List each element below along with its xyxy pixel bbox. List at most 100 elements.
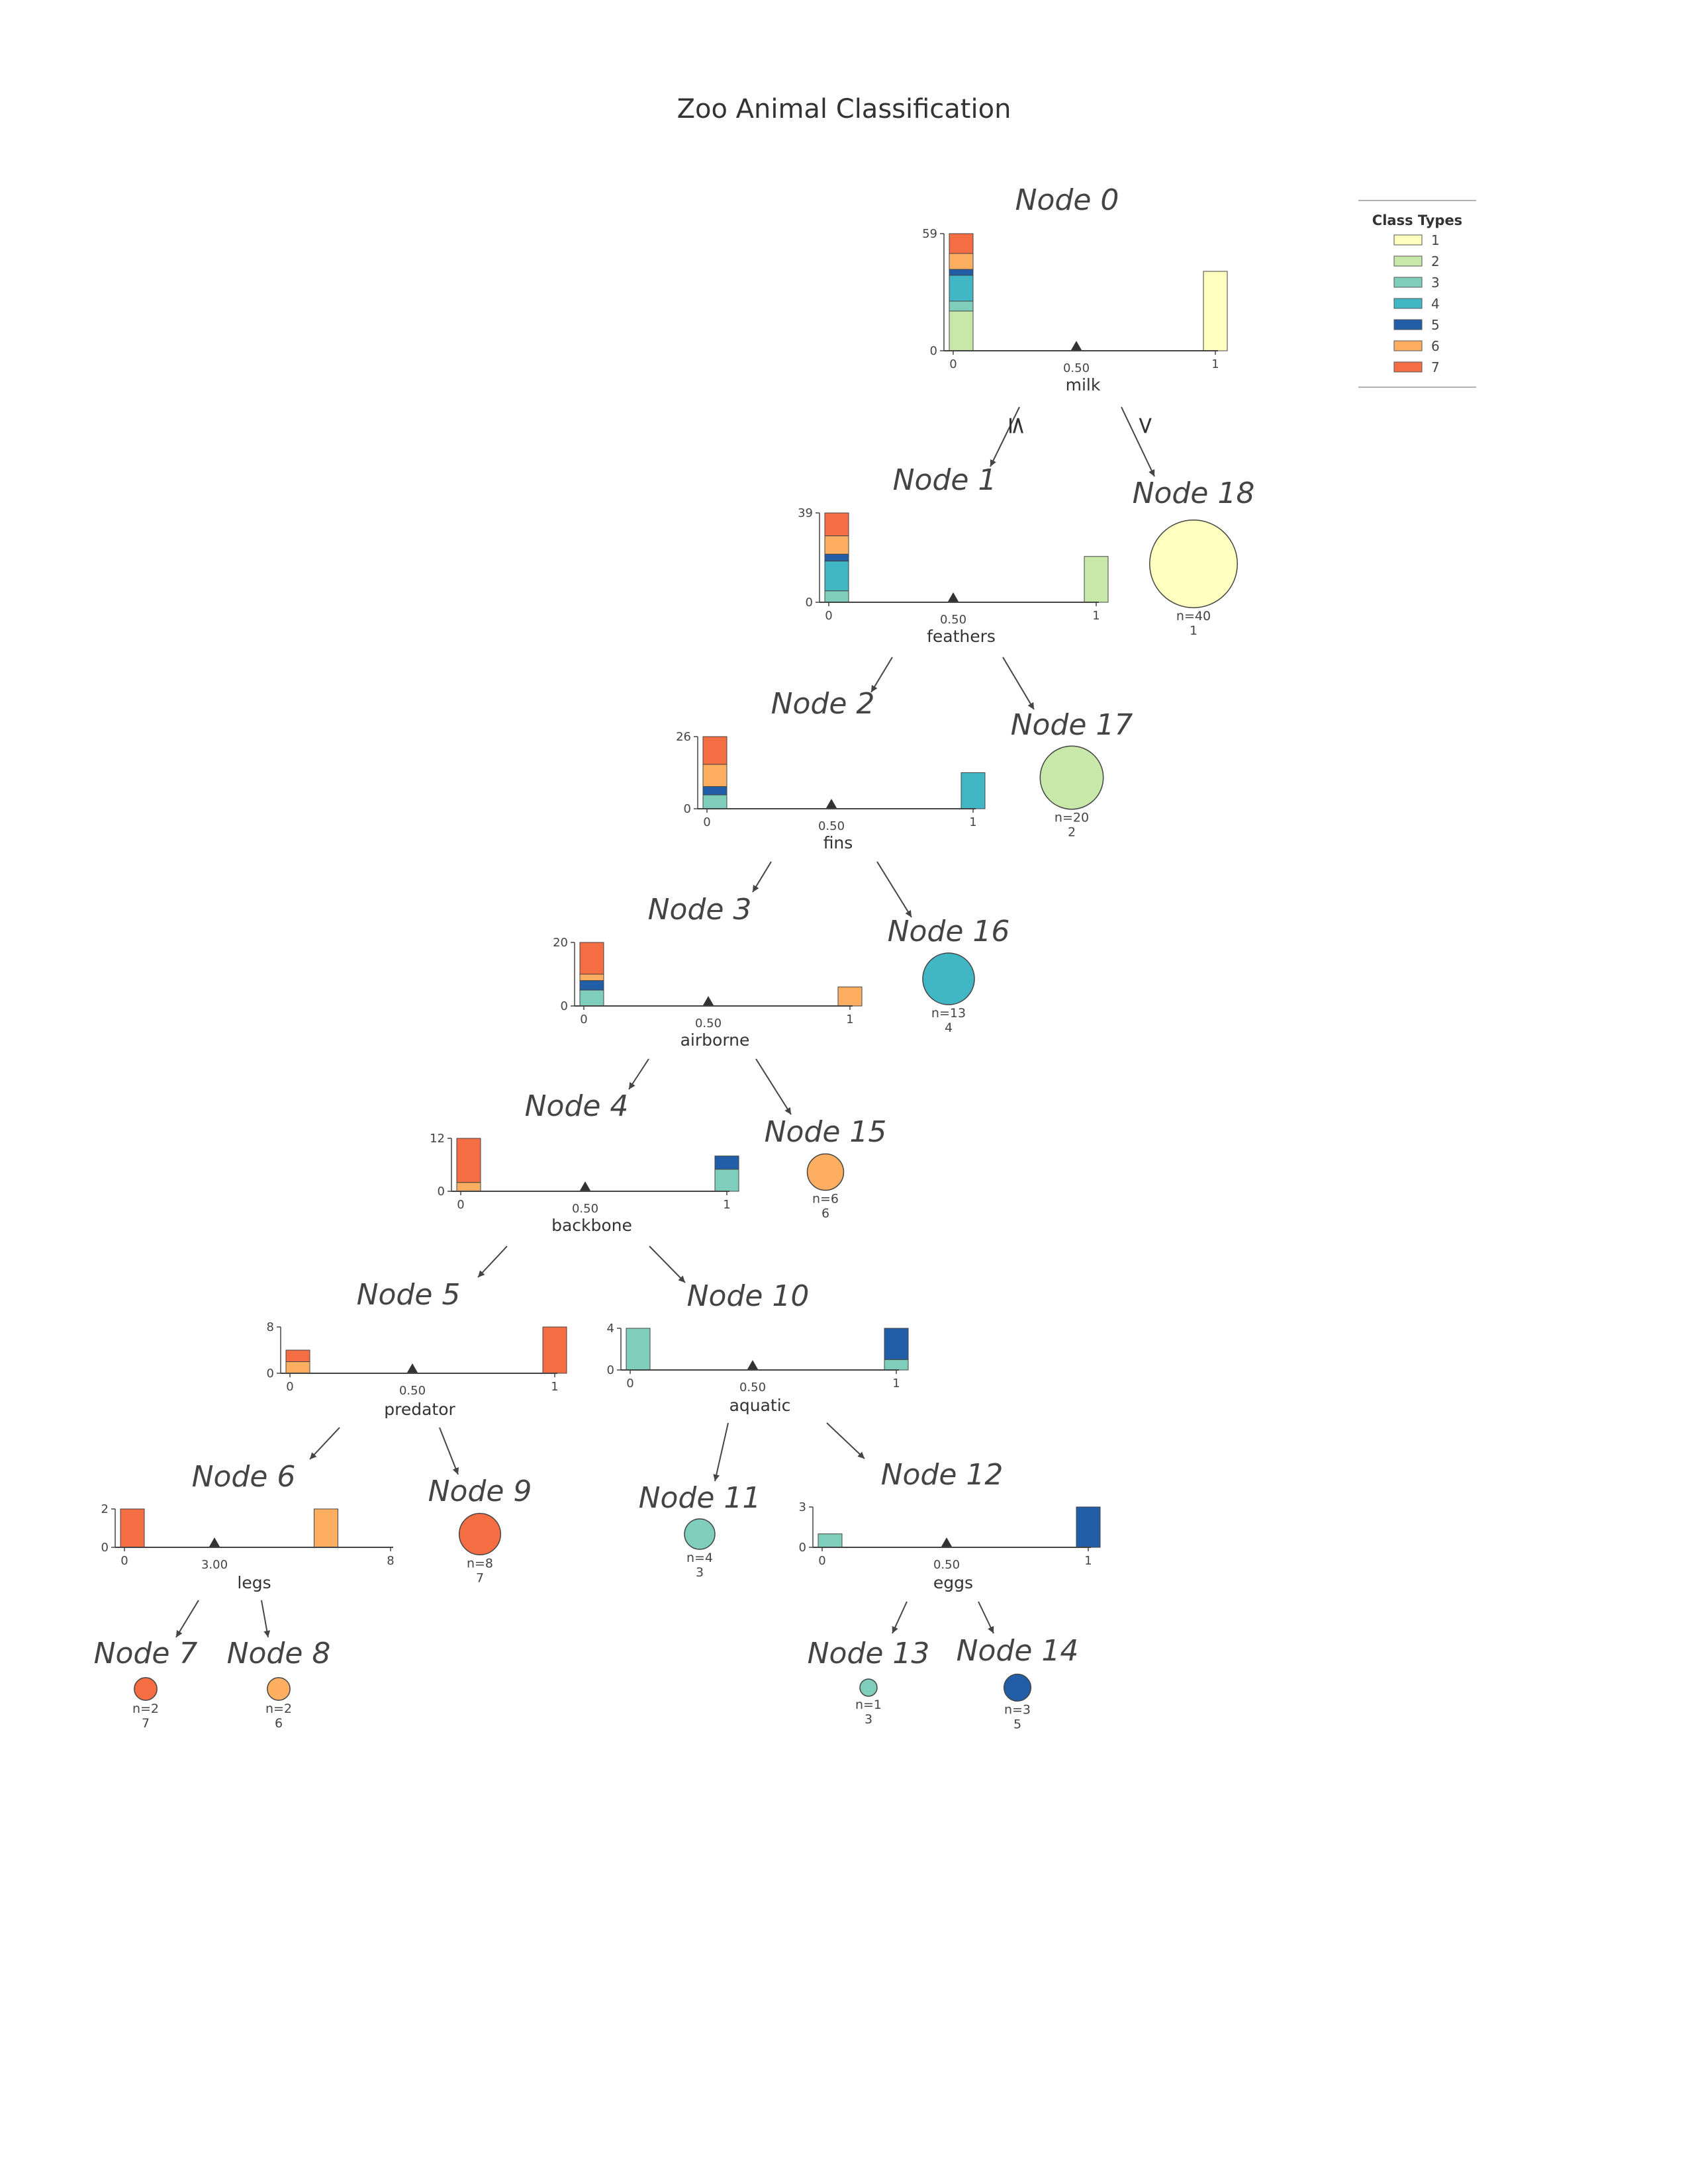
legend: Class Types 1 2 3 4 5 6 7 (1358, 200, 1476, 388)
node1-bar-0-class-7 (824, 512, 849, 537)
node1-bar-0-class-4 (824, 561, 849, 592)
node9-predicted-class: 7 (476, 1570, 484, 1585)
node0-x-tick-1: 1 (1211, 357, 1219, 371)
node2-label: Node 2 (771, 687, 875, 721)
node11-sample-count: n=4 (686, 1551, 713, 1565)
node1-feature-name: feathers (927, 627, 996, 646)
node14-sample-count: n=3 (1004, 1702, 1031, 1717)
legend-swatch-class-4 (1393, 298, 1423, 309)
node10-bar-0-class-3 (626, 1328, 651, 1371)
edge-node12-to-node14 (978, 1601, 994, 1634)
node13-leaf: Node 13 n=13 (808, 1637, 930, 1727)
node4-bar-0-class-7 (456, 1138, 481, 1183)
node1-split-threshold: 0.50 (940, 613, 966, 627)
node16-class-circle (922, 952, 975, 1005)
node6-bar-1-class-6 (314, 1508, 338, 1548)
node0-bar-0-class-5 (949, 269, 974, 276)
node4-bar-1-class-5 (714, 1156, 739, 1170)
node10-y-tick-1: 4 (607, 1322, 614, 1336)
node1-bar-0-class-6 (824, 535, 849, 555)
node4-split-threshold: 0.50 (572, 1202, 598, 1216)
node16-leaf: Node 16 n=134 (888, 915, 1010, 1035)
node10-label: Node 10 (687, 1279, 810, 1313)
node12-bar-0-class-3 (818, 1533, 843, 1548)
legend-swatch-class-6 (1393, 340, 1423, 351)
edge-node5-to-node9 (439, 1427, 459, 1475)
node16-predicted-class: 4 (945, 1021, 953, 1035)
node11-predicted-class: 3 (696, 1565, 704, 1580)
node1-y-tick-0: 0 (806, 596, 813, 610)
node2-split-marker (826, 799, 837, 808)
node16-sample-count: n=13 (931, 1006, 966, 1021)
node12-y-tick-0: 0 (799, 1541, 806, 1555)
legend-swatch-class-5 (1393, 319, 1423, 330)
node6-x-tick-1: 8 (387, 1554, 394, 1568)
node12-y-tick-1: 3 (799, 1500, 806, 1514)
edge-label-left: ≤ (1004, 416, 1031, 435)
node5-split-marker (407, 1363, 418, 1373)
node4-bar-1-class-3 (714, 1169, 739, 1192)
node12-split-marker (941, 1537, 952, 1547)
node4-y-tick-1: 12 (430, 1132, 445, 1146)
node5-y-tick-1: 8 (267, 1320, 274, 1334)
edge-node5-to-node6 (309, 1427, 340, 1460)
node15-predicted-class: 6 (821, 1206, 829, 1220)
node1-label: Node 1 (893, 463, 997, 497)
node6-split-threshold: 3.00 (201, 1558, 228, 1572)
edge-node0-to-node1 (990, 406, 1020, 467)
node3-feature-name: airborne (680, 1030, 750, 1050)
node14-label: Node 14 (957, 1634, 1079, 1668)
edge-node2-to-node16 (876, 861, 912, 918)
node13-class-circle (859, 1678, 878, 1697)
edge-node6-to-node7 (175, 1600, 199, 1638)
edges: ≤ > (175, 406, 1159, 1638)
node15-sample-count: n=6 (812, 1191, 839, 1206)
node1-x-tick-1: 1 (1092, 609, 1100, 623)
legend-label-class-4: 4 (1431, 296, 1440, 312)
node18-label: Node 18 (1133, 477, 1255, 510)
node5-split-threshold: 0.50 (399, 1384, 426, 1398)
node5-y-tick-0: 0 (267, 1367, 274, 1381)
node7-sample-count: n=2 (132, 1702, 159, 1716)
node17-leaf: Node 17 n=202 (1011, 708, 1133, 840)
node5-x-tick-0: 0 (286, 1380, 293, 1394)
node10-split-threshold: 0.50 (739, 1381, 766, 1394)
node12-split-threshold: 0.50 (933, 1558, 960, 1572)
edge-node10-to-node12 (826, 1422, 865, 1459)
node15-class-circle (806, 1153, 845, 1191)
node2-y-tick-0: 0 (684, 802, 691, 816)
edge-node4-to-node5 (477, 1246, 508, 1278)
node3-label: Node 3 (648, 893, 752, 927)
edge-node6-to-node8 (261, 1600, 271, 1638)
node4-x-tick-0: 0 (457, 1198, 464, 1212)
node6-y-tick-1: 2 (101, 1502, 109, 1516)
node7-leaf: Node 7 n=27 (94, 1637, 198, 1731)
node10-x-tick-0: 0 (626, 1377, 633, 1390)
diagram-title: Zoo Animal Classification (677, 94, 1011, 124)
node13-predicted-class: 3 (865, 1712, 872, 1727)
node5-label: Node 5 (357, 1278, 461, 1312)
node14-class-circle (1003, 1673, 1032, 1702)
node3-bar-0-class-7 (579, 942, 604, 975)
node6-split-marker (209, 1537, 220, 1547)
node5-bar-0-class-6 (285, 1361, 310, 1374)
node2-split-threshold: 0.50 (818, 819, 845, 833)
node0-bar-0-class-7 (949, 233, 974, 254)
node12-x-tick-0: 0 (818, 1554, 825, 1568)
node4-feature-name: backbone (551, 1216, 632, 1235)
node0-feature-name: milk (1066, 375, 1101, 394)
node18-class-circle (1149, 520, 1238, 608)
node6-label: Node 6 (192, 1460, 296, 1494)
node5-feature-name: predator (384, 1400, 455, 1419)
legend-swatch-class-1 (1393, 234, 1423, 246)
node2-x-tick-1: 1 (969, 815, 976, 829)
node12-feature-name: eggs (933, 1573, 973, 1592)
node13-label: Node 13 (808, 1637, 930, 1670)
node4-split-marker (580, 1181, 590, 1191)
